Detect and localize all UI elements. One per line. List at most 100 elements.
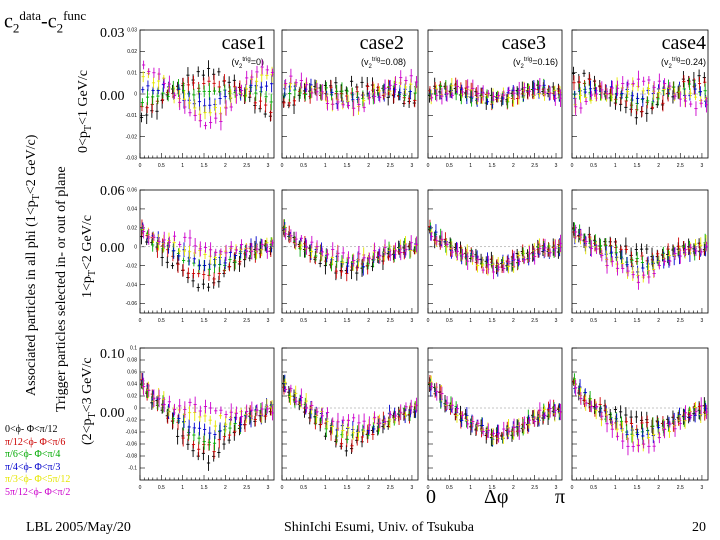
x-tick-label: 1.5 (489, 163, 496, 169)
x-tick-label: 3 (267, 485, 270, 491)
x-tick-label: 2.5 (387, 163, 394, 169)
x-tick-label: 0.5 (300, 485, 307, 491)
y-tick-label: 0.02 (127, 394, 137, 400)
x-tick-label: 3 (411, 485, 414, 491)
x-tick-label: 3 (555, 485, 558, 491)
y-tick-label: -0.02 (126, 134, 138, 140)
x-tick-label: 2.5 (531, 163, 538, 169)
x-tick-label: 1 (181, 485, 184, 491)
x-tick-label: 0.5 (158, 485, 165, 491)
row2-top-value: 0.06 (100, 184, 125, 199)
legend-entry-2: π/6<ϕ- Φ<π/4 (5, 449, 61, 460)
panel-frame-r2c1 (281, 347, 419, 481)
panel-frame-r1c0 (139, 189, 275, 314)
x-tick-label: 3 (267, 163, 270, 169)
x-tick-label: 0 (427, 485, 430, 491)
x-tick-label: 2.5 (387, 485, 394, 491)
x-tick-label: 1.5 (201, 163, 208, 169)
case1-v2: (v2trig=0) (231, 57, 264, 70)
x-tick-label: 0 (571, 163, 574, 169)
x-tick-label: 2 (512, 163, 515, 169)
case4-v2: (v2trig=0.24) (661, 57, 706, 70)
y-tick-label: 0.03 (127, 28, 137, 34)
case4-title: case4 (661, 32, 706, 54)
footer-author: ShinIchi Esumi, Univ. of Tsukuba (284, 520, 474, 535)
x-tick-label: 0.5 (590, 318, 597, 324)
x-tick-label: 2.5 (243, 318, 250, 324)
y-tick-label: -0.06 (126, 442, 138, 448)
x-tick-label: 1.5 (489, 318, 496, 324)
y-tick-label: -0.04 (126, 430, 138, 436)
x-tick-label: 3 (555, 163, 558, 169)
y-tick-label: -0.04 (126, 282, 138, 288)
y-tick-label: 0.01 (127, 70, 137, 76)
x-tick-label: 0 (281, 163, 284, 169)
x-tick-label: 0.5 (158, 163, 165, 169)
x-tick-label: 2.5 (387, 318, 394, 324)
x-tick-label: 0.5 (590, 485, 597, 491)
x-tick-label: 0 (139, 163, 142, 169)
x-tick-label: 2 (367, 485, 370, 491)
x-tick-label: 1.5 (343, 485, 350, 491)
legend-entry-5: 5π/12<ϕ- Φ<π/2 (5, 486, 71, 498)
x-axis-title: Δφ (484, 486, 509, 508)
x-tick-label: 0.5 (446, 485, 453, 491)
panel-frame-r1c2 (427, 189, 563, 314)
x-tick-label: 1 (614, 318, 617, 324)
x-tick-label: 2.5 (243, 163, 250, 169)
x-tick-label: 1.5 (201, 318, 208, 324)
row3-zero-value: 0.00 (100, 406, 125, 421)
x-tick-label: 2 (657, 318, 660, 324)
y-tick-label: -0.06 (126, 301, 138, 307)
x-tick-label: 1 (181, 318, 184, 324)
case1-title: case1 (221, 32, 266, 54)
x-tick-label: 1.5 (201, 485, 208, 491)
x-tick-label: 0.5 (300, 318, 307, 324)
x-tick-label: 3 (701, 485, 704, 491)
x-tick-label: 1.5 (343, 163, 350, 169)
x-tick-label: 0 (139, 318, 142, 324)
x-tick-label: 0.5 (446, 163, 453, 169)
y-tick-label: -0.08 (126, 454, 138, 460)
x-tick-label: 0.5 (300, 163, 307, 169)
x-tick-label: 2 (512, 318, 515, 324)
x-tick-label: 1 (324, 485, 327, 491)
panel-frame-r2c2 (427, 347, 563, 481)
x-tick-label: 3 (267, 318, 270, 324)
x-tick-label: 0 (427, 163, 430, 169)
x-tick-label: 0 (427, 318, 430, 324)
x-tick-label: 0 (281, 318, 284, 324)
x-tick-label: 3 (555, 318, 558, 324)
legend-entry-3: π/4<ϕ- Φ<π/3 (5, 461, 61, 473)
y-tick-label: 0.02 (127, 49, 137, 55)
y-tick-label: 0 (134, 244, 137, 250)
y-tick-label: 0.04 (127, 382, 137, 388)
case3-title: case3 (501, 32, 546, 54)
x-tick-label: 0.5 (158, 318, 165, 324)
x-tick-label: 2.5 (531, 485, 538, 491)
legend-entry-0: 0<ϕ- Φ<π/12 (5, 424, 58, 435)
x-tick-label: 3 (411, 318, 414, 324)
panel-frame-r1c3 (571, 189, 709, 314)
x-tick-label: 3 (701, 318, 704, 324)
panel-frame-r1c1 (281, 189, 419, 314)
x-tick-label: 1 (181, 163, 184, 169)
x-tick-label: 2 (367, 318, 370, 324)
y-tick-label: -0.03 (126, 156, 138, 162)
row1-top-value: 0.03 (100, 26, 125, 41)
y-tick-label: 0 (134, 406, 137, 412)
x-tick-label: 0 (281, 485, 284, 491)
x-tick-label: 2 (657, 485, 660, 491)
y-tick-label: 0.08 (127, 358, 137, 364)
figure-title: c2data-c2func (4, 8, 87, 36)
x-tick-label: 2.5 (243, 485, 250, 491)
x-tick-label: 2.5 (677, 318, 684, 324)
x-tick-label: 1.5 (489, 485, 496, 491)
x-tick-label: 1.5 (633, 485, 640, 491)
x-tick-label: 0 (571, 485, 574, 491)
x-tick-label: 2 (224, 318, 227, 324)
x-tick-label: 1.5 (343, 318, 350, 324)
panel-frame-r2c0 (139, 347, 275, 481)
x-tick-label: 0 (571, 318, 574, 324)
